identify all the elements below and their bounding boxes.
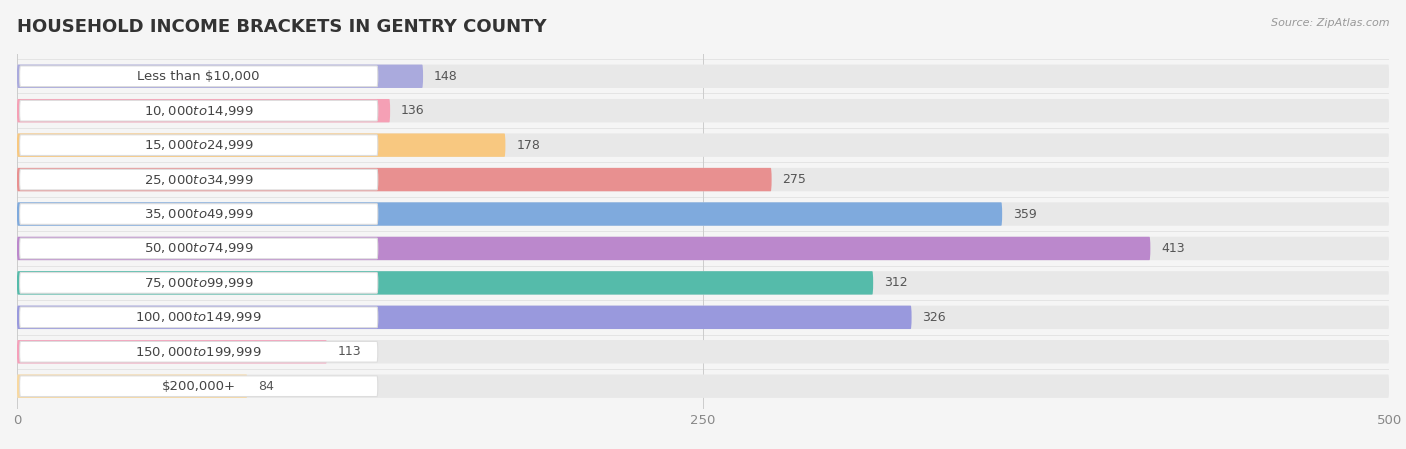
Text: 136: 136 <box>401 104 425 117</box>
FancyBboxPatch shape <box>17 99 1389 123</box>
FancyBboxPatch shape <box>17 374 1389 398</box>
FancyBboxPatch shape <box>20 204 378 224</box>
Text: 326: 326 <box>922 311 946 324</box>
FancyBboxPatch shape <box>17 202 1389 226</box>
Text: 413: 413 <box>1161 242 1185 255</box>
FancyBboxPatch shape <box>17 271 1389 295</box>
Text: HOUSEHOLD INCOME BRACKETS IN GENTRY COUNTY: HOUSEHOLD INCOME BRACKETS IN GENTRY COUN… <box>17 18 547 36</box>
FancyBboxPatch shape <box>20 341 378 362</box>
Text: 275: 275 <box>783 173 807 186</box>
Text: $25,000 to $34,999: $25,000 to $34,999 <box>143 172 253 187</box>
FancyBboxPatch shape <box>17 237 1150 260</box>
FancyBboxPatch shape <box>20 238 378 259</box>
Text: 113: 113 <box>337 345 361 358</box>
Text: $75,000 to $99,999: $75,000 to $99,999 <box>143 276 253 290</box>
Text: $15,000 to $24,999: $15,000 to $24,999 <box>143 138 253 152</box>
FancyBboxPatch shape <box>17 306 911 329</box>
Text: 148: 148 <box>434 70 458 83</box>
FancyBboxPatch shape <box>17 340 1389 364</box>
Text: 312: 312 <box>884 277 908 290</box>
Text: 84: 84 <box>259 380 274 393</box>
FancyBboxPatch shape <box>17 168 772 191</box>
FancyBboxPatch shape <box>17 65 1389 88</box>
Text: $10,000 to $14,999: $10,000 to $14,999 <box>143 104 253 118</box>
FancyBboxPatch shape <box>17 133 1389 157</box>
FancyBboxPatch shape <box>20 307 378 328</box>
FancyBboxPatch shape <box>20 273 378 293</box>
FancyBboxPatch shape <box>17 271 873 295</box>
Text: $35,000 to $49,999: $35,000 to $49,999 <box>143 207 253 221</box>
Text: $50,000 to $74,999: $50,000 to $74,999 <box>143 242 253 255</box>
Text: 359: 359 <box>1014 207 1036 220</box>
Text: Less than $10,000: Less than $10,000 <box>138 70 260 83</box>
Text: $200,000+: $200,000+ <box>162 380 236 393</box>
FancyBboxPatch shape <box>17 99 389 123</box>
FancyBboxPatch shape <box>17 202 1002 226</box>
FancyBboxPatch shape <box>20 101 378 121</box>
Text: $100,000 to $149,999: $100,000 to $149,999 <box>135 310 262 324</box>
FancyBboxPatch shape <box>20 135 378 155</box>
FancyBboxPatch shape <box>20 169 378 190</box>
FancyBboxPatch shape <box>20 376 378 396</box>
FancyBboxPatch shape <box>17 237 1389 260</box>
FancyBboxPatch shape <box>17 133 505 157</box>
FancyBboxPatch shape <box>17 65 423 88</box>
Text: Source: ZipAtlas.com: Source: ZipAtlas.com <box>1271 18 1389 28</box>
FancyBboxPatch shape <box>17 306 1389 329</box>
FancyBboxPatch shape <box>17 340 328 364</box>
FancyBboxPatch shape <box>17 374 247 398</box>
FancyBboxPatch shape <box>17 168 1389 191</box>
FancyBboxPatch shape <box>20 66 378 87</box>
Text: 178: 178 <box>516 139 540 152</box>
Text: $150,000 to $199,999: $150,000 to $199,999 <box>135 345 262 359</box>
